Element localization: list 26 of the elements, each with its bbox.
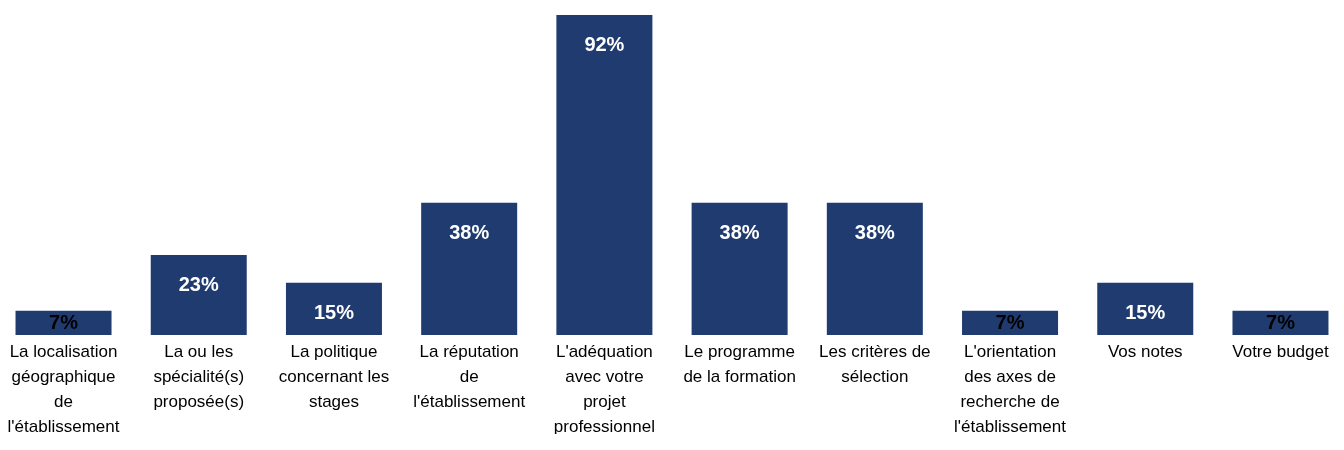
x-tick-label: Vos notes — [1107, 341, 1183, 361]
bar — [421, 202, 518, 335]
x-tick-label: La localisation géographique de l'établissement — [7, 341, 120, 436]
bar — [691, 202, 788, 335]
x-tick-label: La politique concernant les stages — [278, 341, 390, 411]
x-tick-label: Le programme de la formation — [683, 341, 796, 386]
bar — [826, 202, 923, 335]
data-label: 92% — [584, 33, 625, 55]
data-label: 7% — [995, 310, 1025, 333]
data-label: 7% — [1266, 310, 1296, 333]
data-label: 15% — [1125, 300, 1166, 323]
data-label: 7% — [49, 310, 79, 333]
data-label: 15% — [313, 300, 355, 323]
x-tick-label: Votre budget — [1232, 341, 1329, 361]
x-tick-label: La ou les spécialité(s) proposée(s) — [153, 341, 245, 411]
x-tick-label: L'orientation des axes de recherche de l'établissement — [954, 341, 1067, 436]
x-tick-label: Les critères de sélection — [819, 341, 931, 386]
bar — [1097, 282, 1194, 335]
data-label: 38% — [449, 220, 490, 243]
bar — [556, 15, 653, 335]
data-label: 38% — [854, 220, 896, 243]
bar — [150, 255, 247, 335]
data-label: 23% — [178, 273, 219, 295]
bar — [285, 282, 382, 335]
data-label: 38% — [719, 220, 760, 243]
x-tick-label: La réputation de l'établissement — [413, 341, 526, 411]
